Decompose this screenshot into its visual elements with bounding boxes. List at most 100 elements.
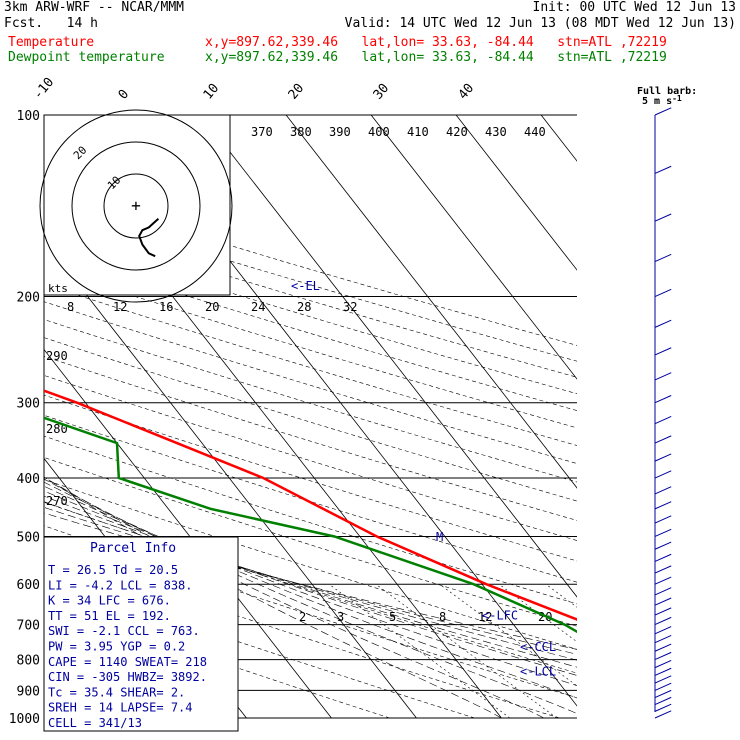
wind-barb	[654, 616, 672, 626]
hodograph-frame	[43, 114, 231, 296]
wind-barb	[654, 643, 672, 652]
parcel-box	[43, 536, 239, 732]
pressure-label: 100	[17, 109, 40, 124]
wind-barb	[654, 597, 672, 606]
hodograph-kts-label: kts	[48, 282, 68, 295]
isotherm-line	[44, 348, 332, 719]
dry-adiabat	[44, 283, 577, 446]
parcel-row: Tc = 35.4 SHEAR= 2.	[48, 685, 185, 699]
hodograph-ring	[39, 109, 233, 303]
axis-labels: 1002003004005006007008009001000-80-70-60…	[9, 75, 556, 727]
wind-barb	[654, 501, 672, 510]
parcel-title: Parcel Info	[90, 541, 176, 556]
theta-e-label: 420	[446, 125, 468, 139]
temperature-axis-label: 40	[456, 81, 478, 103]
wind-barb	[654, 528, 672, 537]
wind-barb	[654, 107, 672, 116]
wind-barb	[654, 659, 672, 669]
wind-barb	[654, 486, 672, 495]
dewpoint-trace	[44, 416, 577, 634]
theta-e-label: 410	[407, 125, 429, 139]
theta-label: 280	[46, 422, 68, 436]
wind-barb	[654, 576, 672, 585]
mixing-ratio-label: 5	[389, 610, 396, 624]
temperature-axis-label: 10	[201, 81, 223, 103]
wind-barb	[654, 626, 672, 635]
barb-legend-sup: -1	[672, 94, 682, 103]
hodograph-speed-label: 24	[251, 300, 265, 314]
init-time: Init: 00 UTC Wed 12 Jun 13	[532, 0, 737, 15]
theta-e-label: 430	[485, 125, 507, 139]
isotherm-line	[455, 114, 577, 271]
pressure-label: 300	[17, 397, 40, 412]
barb-legend-unit: 5 m s-1	[642, 94, 682, 107]
dry-adiabat	[44, 202, 577, 362]
wind-barb	[654, 553, 672, 562]
m-marker: M	[436, 530, 443, 544]
dry-adiabat	[44, 301, 577, 464]
lcl-marker: <-LCL	[520, 665, 556, 679]
mixing-ratio-label: 8	[439, 610, 446, 624]
wind-barb	[654, 372, 672, 381]
temperature-axis-label: 20	[286, 81, 308, 103]
wind-barb	[654, 416, 672, 425]
wind-barb	[654, 667, 672, 676]
wind-barb	[654, 395, 672, 404]
moist-adiabat	[44, 481, 577, 699]
parcel-row: CELL = 341/13	[48, 716, 142, 730]
pressure-label: 200	[17, 291, 40, 306]
temperature-axis-label: 0	[116, 87, 133, 103]
dry-adiabat	[44, 574, 475, 719]
wind-barb	[654, 541, 672, 550]
mixing-ratio-line	[545, 583, 577, 608]
parcel-row: LI = -4.2 LCL = 838.	[48, 578, 193, 592]
wind-barb	[654, 288, 672, 297]
wind-barb	[654, 453, 672, 462]
wind-barb	[654, 675, 672, 684]
mixing-ratio-label: 2	[299, 610, 306, 624]
mixing-ratio-line	[328, 583, 511, 719]
parcel-row: TT = 51 EL = 192.	[48, 609, 171, 623]
lfc-marker: <-LFC	[482, 608, 518, 622]
parcel-row: T = 26.5 Td = 20.5	[48, 563, 178, 577]
dewpoint-legend: Dewpoint temperature	[8, 50, 165, 65]
wind-barb	[654, 689, 672, 699]
hodograph-speed-label: 20	[205, 300, 219, 314]
sounding-traces	[44, 389, 577, 634]
pressure-label: 400	[17, 472, 40, 487]
theta-e-label: 400	[368, 125, 390, 139]
mixing-ratio-line	[618, 584, 740, 718]
theta-e-label: 370	[251, 125, 273, 139]
isotherm-line	[44, 239, 417, 719]
wind-barb	[654, 682, 672, 691]
hodograph-trace	[138, 217, 160, 258]
wind-barb	[654, 347, 672, 356]
model-title: 3km ARW-WRF -- NCAR/MMM	[4, 0, 185, 15]
wind-barb	[654, 635, 672, 644]
theta-label: 270	[46, 494, 68, 508]
isotherm-line	[200, 114, 577, 598]
pressure-label: 700	[17, 619, 40, 634]
temperature-location: x,y=897.62,339.46 lat,lon= 33.63, -84.44…	[205, 35, 667, 50]
wind-barb	[654, 710, 672, 719]
barb-legend-title: Full barb:	[637, 86, 697, 97]
wind-barbs: Full barb:5 m s-1	[637, 86, 697, 719]
wind-barb	[654, 165, 672, 174]
hodograph-speed-label: 16	[159, 300, 173, 314]
theta-e-label: 390	[329, 125, 351, 139]
theta-e-label: 380	[290, 125, 312, 139]
parcel-row: SREH = 14 LAPSE= 7.4	[48, 701, 193, 715]
temperature-legend: Temperature	[8, 35, 95, 50]
pressure-label: 800	[17, 654, 40, 669]
dry-adiabat	[44, 414, 577, 583]
valid-time: Valid: 14 UTC Wed 12 Jun 13 (08 MDT Wed …	[344, 16, 736, 31]
ccl-marker: <-CCL	[520, 640, 556, 654]
wind-barb	[654, 470, 672, 479]
hodograph-speed-label: 8	[67, 300, 74, 314]
wind-barb	[654, 651, 672, 661]
temperature-axis-label: -10	[31, 75, 58, 103]
parcel-row: CAPE = 1140 SWEAT= 218	[48, 655, 207, 669]
wind-barb	[654, 703, 672, 712]
